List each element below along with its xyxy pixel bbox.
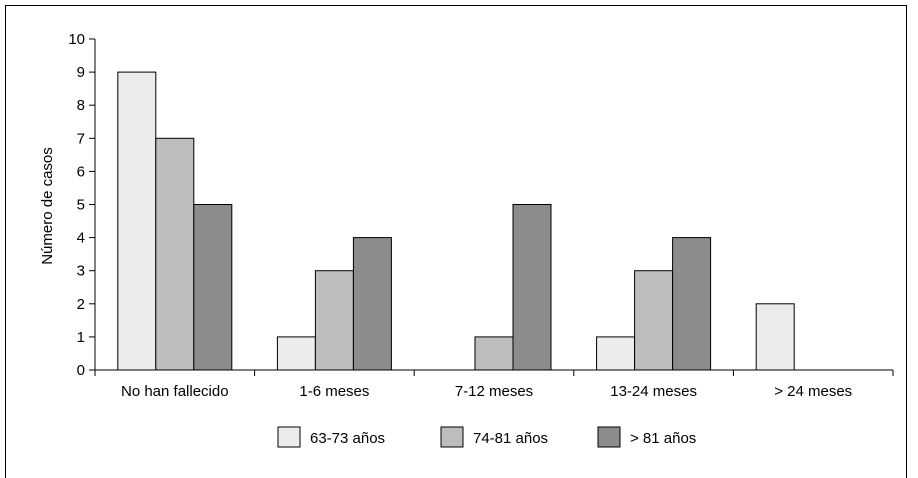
legend-label: 63-73 años: [310, 430, 385, 447]
legend-swatch: [597, 426, 621, 448]
y-tick-label: 9: [77, 64, 85, 81]
y-tick-label: 5: [77, 197, 85, 214]
x-tick-label: 7-12 meses: [455, 383, 533, 400]
y-tick-label: 10: [68, 31, 85, 48]
bar[interactable]: [117, 71, 157, 371]
y-tick-label: 1: [77, 329, 85, 346]
bar[interactable]: [276, 336, 316, 371]
bar[interactable]: [512, 204, 552, 371]
chart-frame: [5, 5, 907, 478]
bar[interactable]: [755, 303, 795, 371]
y-tick-label: 2: [77, 296, 85, 313]
y-tick-label: 4: [77, 230, 85, 247]
y-axis: 0 1 2 3 4 5 6 7 8 9 10: [68, 31, 96, 379]
bar[interactable]: [352, 237, 392, 371]
y-tick-label: 6: [77, 163, 85, 180]
y-tick-label: 7: [77, 130, 85, 147]
x-tick-label: > 24 meses: [774, 383, 852, 400]
x-tick-label: 1-6 meses: [299, 383, 369, 400]
bar[interactable]: [314, 270, 354, 371]
y-axis-label: Número de casos: [39, 147, 56, 265]
y-tick-label: 8: [77, 97, 85, 114]
bar[interactable]: [155, 137, 195, 371]
y-tick-label: 3: [77, 263, 85, 280]
x-tick-label: No han fallecido: [121, 383, 229, 400]
legend-swatch: [440, 426, 464, 448]
legend-swatch: [277, 426, 301, 448]
bar[interactable]: [474, 336, 514, 371]
legend-label: 74-81 años: [473, 430, 548, 447]
bar[interactable]: [193, 204, 233, 371]
bar[interactable]: [634, 270, 674, 371]
bar[interactable]: [672, 237, 712, 371]
legend: 63-73 años 74-81 años > 81 años: [277, 426, 696, 448]
x-axis: No han fallecido 1-6 meses 7-12 meses 13-24…: [94, 369, 894, 400]
y-tick-label: 0: [77, 362, 85, 379]
bars: [117, 71, 795, 371]
legend-label: > 81 años: [630, 430, 696, 447]
bar[interactable]: [596, 336, 636, 371]
x-tick-label: 13-24 meses: [610, 383, 697, 400]
